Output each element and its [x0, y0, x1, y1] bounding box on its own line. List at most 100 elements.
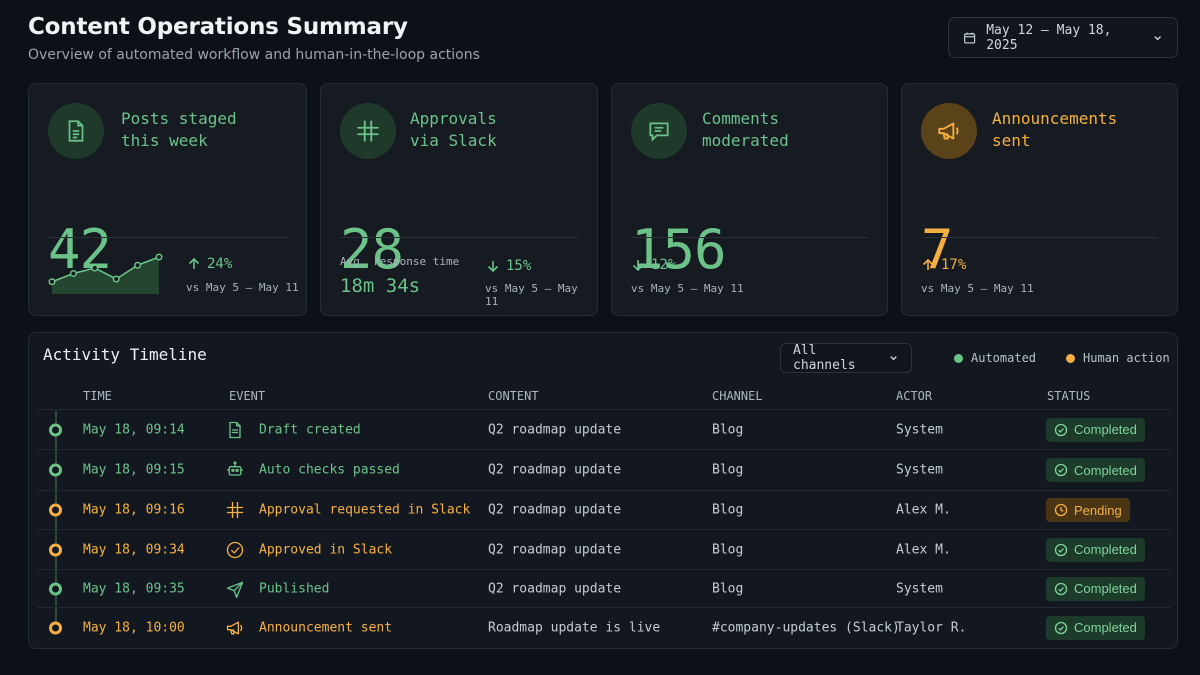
row-time: May 18, 09:35 [83, 581, 185, 596]
page-title: Content Operations Summary [28, 14, 408, 40]
row-event: Approval requested in Slack [259, 502, 471, 518]
timeline-row[interactable]: May 18, 09:15 Auto checks passed Q2 roadma… [37, 449, 1171, 490]
row-channel: #company-updates (Slack) [712, 620, 900, 635]
kpi-period: vs May 5 – May 11 [485, 282, 578, 308]
row-channel: Blog [712, 462, 744, 478]
kpi-card-comments: Comments moderated 156 12% vs May 5 – Ma… [611, 83, 888, 316]
status-badge: Completed [1046, 615, 1145, 640]
check-circle-icon [1054, 463, 1068, 477]
panel-title: Activity Timeline [43, 345, 207, 364]
kpi-delta: 24% [187, 256, 232, 272]
row-channel: Blog [712, 581, 744, 596]
row-time: May 18, 09:16 [83, 502, 185, 518]
kpi-value: 42 [48, 218, 112, 281]
column-header-time: TIME [83, 389, 112, 403]
status-badge: Completed [1046, 417, 1145, 442]
column-header-event: EVENT [229, 389, 266, 403]
row-actor: Alex M. [896, 542, 951, 557]
sparkline-point [112, 275, 120, 283]
send-icon [226, 581, 244, 598]
column-header-content: CONTENT [488, 389, 539, 403]
status-badge: Completed [1046, 537, 1145, 562]
timeline-node [49, 503, 62, 517]
kpi-period: vs May 5 – May 11 [631, 282, 744, 295]
kpi-label: Announcements sent [992, 109, 1118, 150]
check-circle-icon [1054, 582, 1068, 595]
megaphone-icon [226, 621, 243, 634]
check-circle-icon [226, 541, 244, 558]
row-actor: Alex M. [896, 502, 951, 518]
row-channel: Blog [712, 542, 744, 557]
status-label: Completed [1074, 422, 1137, 437]
status-label: Completed [1074, 581, 1137, 596]
kpi-value: 7 [921, 218, 954, 281]
response-time-value: 18m 34s [340, 275, 421, 297]
timeline-node [49, 543, 62, 556]
sparkline-line [51, 256, 160, 283]
row-content: Q2 roadmap update [488, 542, 622, 557]
row-time: May 18, 09:15 [83, 462, 185, 478]
column-header-actor: ACTOR [896, 389, 933, 403]
channel-filter-select[interactable]: All channels [780, 343, 912, 373]
row-event: Approved in Slack [259, 542, 393, 557]
row-channel: Blog [712, 502, 744, 518]
sparkline-point [134, 261, 142, 269]
arrow-up-icon [188, 257, 200, 269]
row-time: May 18, 09:14 [83, 422, 185, 437]
divider [48, 237, 287, 238]
sparkline-point [69, 269, 77, 278]
row-actor: System [896, 462, 943, 478]
calendar-icon [964, 32, 976, 44]
sparkline-point [155, 253, 163, 261]
timeline-node [49, 463, 62, 477]
row-content: Roadmap update is live [488, 620, 661, 635]
row-actor: System [896, 422, 943, 437]
row-content: Q2 roadmap update [488, 581, 622, 596]
row-time: May 18, 10:00 [83, 620, 185, 635]
table-header: TIME EVENT CONTENT CHANNEL ACTOR STATUS [29, 389, 1177, 409]
page-subtitle: Overview of automated workflow and human… [28, 47, 480, 63]
row-event: Announcement sent [259, 620, 393, 635]
check-circle-icon [1054, 423, 1068, 436]
timeline-node [49, 423, 62, 436]
sparkline-point [91, 264, 99, 272]
kpi-label: Approvals via Slack [410, 109, 497, 150]
legend-automated: Automated [954, 351, 1036, 365]
date-range-picker[interactable]: May 12 – May 18, 2025 [948, 17, 1178, 58]
kpi-delta: 17% [921, 257, 966, 273]
arrow-up-icon [922, 258, 934, 270]
chevron-down-icon [890, 356, 897, 361]
kpi-value: 156 [631, 218, 727, 281]
legend-label: Human action [1083, 351, 1170, 365]
timeline-node [49, 621, 62, 634]
kpi-label: Posts staged this week [121, 109, 237, 150]
kpi-card-announcements: Announcements sent 7 17% vs May 5 – May … [901, 83, 1178, 316]
kpi-card-approvals: Approvals via Slack 28 Avg. response tim… [320, 83, 598, 316]
kpi-delta: 15% [486, 258, 531, 274]
response-time-label: Avg. response time [340, 255, 460, 268]
divider [340, 237, 578, 238]
status-badge: Completed [1046, 576, 1145, 601]
timeline-row[interactable]: May 18, 09:35 Published Q2 roadmap update B… [37, 569, 1171, 607]
arrow-down-icon [487, 261, 499, 273]
kpi-delta: 12% [631, 257, 676, 273]
kpi-delta-value: 15% [506, 258, 532, 274]
megaphone-icon [921, 103, 977, 159]
divider [921, 237, 1158, 238]
row-channel: Blog [712, 422, 744, 437]
sparkline-point [48, 278, 56, 286]
timeline-row[interactable]: May 18, 09:16 Approval requested in Slack… [37, 490, 1171, 529]
column-header-status: STATUS [1047, 389, 1091, 403]
legend-human: Human action [1066, 351, 1170, 365]
kpi-delta-value: 12% [651, 257, 677, 273]
timeline-rail [55, 411, 57, 631]
row-content: Q2 roadmap update [488, 502, 622, 518]
robot-icon [226, 461, 244, 476]
timeline-row[interactable]: May 18, 09:34 Approved in Slack Q2 roadmap… [37, 529, 1171, 569]
status-badge: Completed [1046, 458, 1145, 482]
timeline-node [49, 582, 62, 595]
check-circle-icon [1054, 543, 1068, 556]
kpi-period: vs May 5 – May 11 [921, 282, 1034, 295]
timeline-row[interactable]: May 18, 10:00 Announcement sent Roadmap up… [37, 607, 1171, 647]
timeline-row[interactable]: May 18, 09:14 Draft created Q2 roadmap upd… [37, 409, 1171, 449]
